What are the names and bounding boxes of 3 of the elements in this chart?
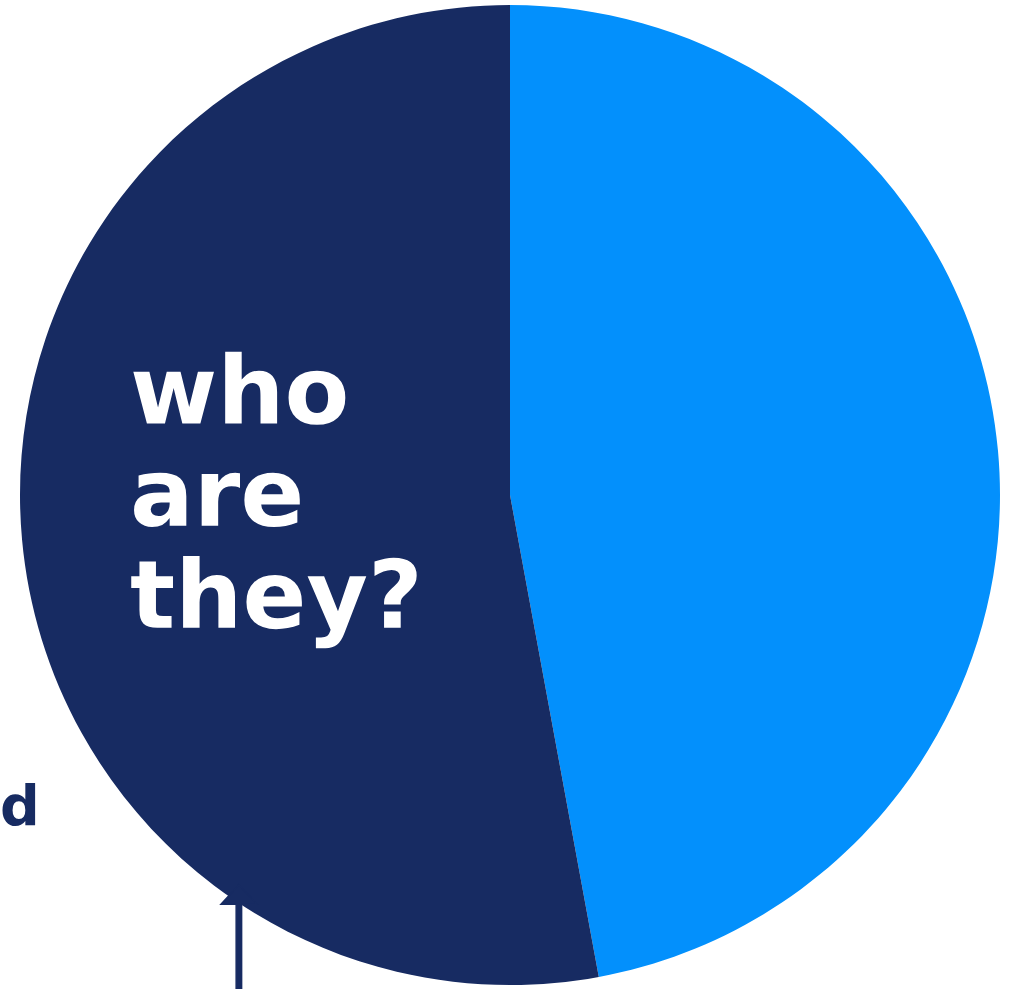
text: who are they? [131,351,417,649]
text: d [2,783,36,827]
pie-slice [510,5,1000,977]
